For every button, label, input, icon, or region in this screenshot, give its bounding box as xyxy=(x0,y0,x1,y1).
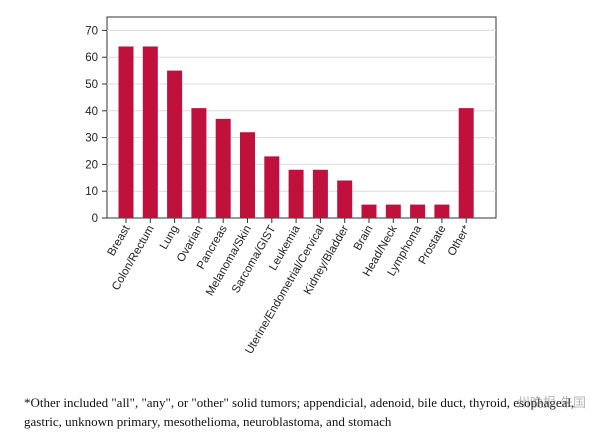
bar xyxy=(385,204,401,218)
y-tick-label: 50 xyxy=(85,79,98,91)
bar xyxy=(167,70,183,218)
footnote: *Other included "all", "any", or "other"… xyxy=(24,395,575,429)
bar xyxy=(410,204,426,218)
bar xyxy=(337,180,353,218)
y-axis-ticks: 0 10 20 30 40 50 60 70 xyxy=(85,25,107,225)
bar xyxy=(118,46,134,219)
x-tick-label: Other* xyxy=(446,223,473,258)
y-tick-label: 70 xyxy=(85,25,98,37)
bar xyxy=(458,108,474,218)
y-tick-label: 30 xyxy=(85,133,98,145)
y-tick-label: 0 xyxy=(92,213,98,225)
bars xyxy=(118,46,474,219)
bar xyxy=(288,169,304,218)
bar xyxy=(240,132,255,218)
bar xyxy=(142,46,158,219)
x-tick-label: Lung xyxy=(158,224,181,252)
watermark: 州晚报 朱国 xyxy=(516,396,586,411)
y-tick-label: 40 xyxy=(85,106,98,118)
bar xyxy=(434,204,450,218)
bar xyxy=(191,108,207,218)
bar xyxy=(215,118,231,218)
y-tick-label: 60 xyxy=(85,52,98,64)
bar xyxy=(361,204,377,218)
x-tick-label: Brain xyxy=(352,224,376,253)
grid-lines xyxy=(107,29,496,192)
bar xyxy=(312,169,328,218)
bar xyxy=(264,156,280,218)
y-tick-label: 10 xyxy=(85,186,98,198)
y-tick-label: 20 xyxy=(85,159,98,171)
